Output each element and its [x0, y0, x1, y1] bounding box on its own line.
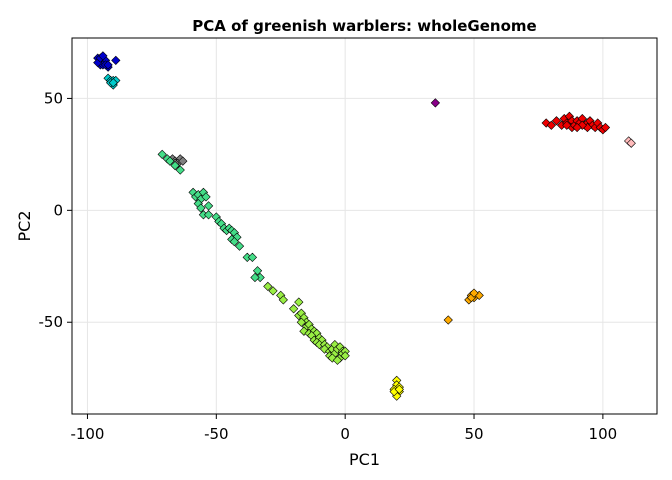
data-point — [294, 297, 304, 307]
data-point — [250, 272, 260, 283]
series-9 — [624, 136, 636, 148]
data-point — [234, 241, 245, 251]
data-point — [577, 120, 587, 130]
y-tick-label: 50 — [44, 89, 63, 107]
data-point — [268, 286, 278, 296]
data-point — [289, 304, 299, 314]
data-point — [201, 192, 211, 202]
data-point — [546, 120, 556, 130]
data-point — [111, 55, 121, 66]
x-tick-label: 0 — [340, 425, 350, 443]
data-point — [541, 118, 551, 128]
data-point — [340, 351, 350, 361]
data-point — [108, 78, 118, 88]
x-tick-label: -100 — [70, 425, 104, 443]
grid-lines — [72, 38, 657, 414]
data-point — [165, 156, 175, 166]
series-8 — [541, 111, 611, 135]
data-point — [572, 122, 582, 133]
data-point — [178, 156, 188, 166]
plot-frame — [71, 37, 658, 415]
series-6 — [443, 288, 484, 325]
y-axis-label: PC2 — [15, 211, 34, 242]
data-point — [332, 355, 343, 365]
data-point — [296, 317, 306, 327]
data-point — [562, 120, 572, 130]
axis-ticks: -100 -50 0 50 100 50 0 -50 — [39, 89, 618, 443]
data-point — [196, 203, 206, 213]
x-axis-label: PC1 — [349, 450, 380, 469]
data-point — [252, 266, 263, 276]
data-point — [626, 138, 636, 148]
data-point — [170, 160, 180, 171]
data-point — [98, 51, 108, 61]
series-3 — [157, 149, 265, 283]
data-point — [247, 252, 258, 262]
data-point — [157, 149, 167, 160]
data-point — [203, 210, 214, 220]
chart-title: PCA of greenish warblers: wholeGenome — [192, 17, 536, 35]
series-0 — [93, 51, 121, 72]
data-point — [430, 98, 440, 108]
data-point — [394, 384, 404, 395]
series-5 — [389, 375, 404, 401]
series-4 — [263, 281, 350, 365]
y-tick-label: 0 — [53, 201, 63, 219]
x-tick-label: 100 — [589, 425, 618, 443]
scatter-points — [93, 51, 636, 401]
y-tick-label: -50 — [39, 313, 64, 331]
data-point — [551, 116, 562, 126]
x-tick-label: -50 — [204, 425, 229, 443]
data-point — [443, 315, 453, 325]
data-point — [600, 122, 611, 133]
data-point — [278, 295, 288, 305]
data-point — [175, 165, 185, 175]
series-1 — [103, 73, 121, 90]
series-7 — [430, 98, 440, 108]
data-point — [203, 201, 214, 211]
data-point — [103, 60, 113, 70]
data-point — [229, 237, 239, 247]
data-point — [263, 281, 273, 292]
data-point — [469, 288, 479, 298]
x-tick-label: 50 — [464, 425, 483, 443]
